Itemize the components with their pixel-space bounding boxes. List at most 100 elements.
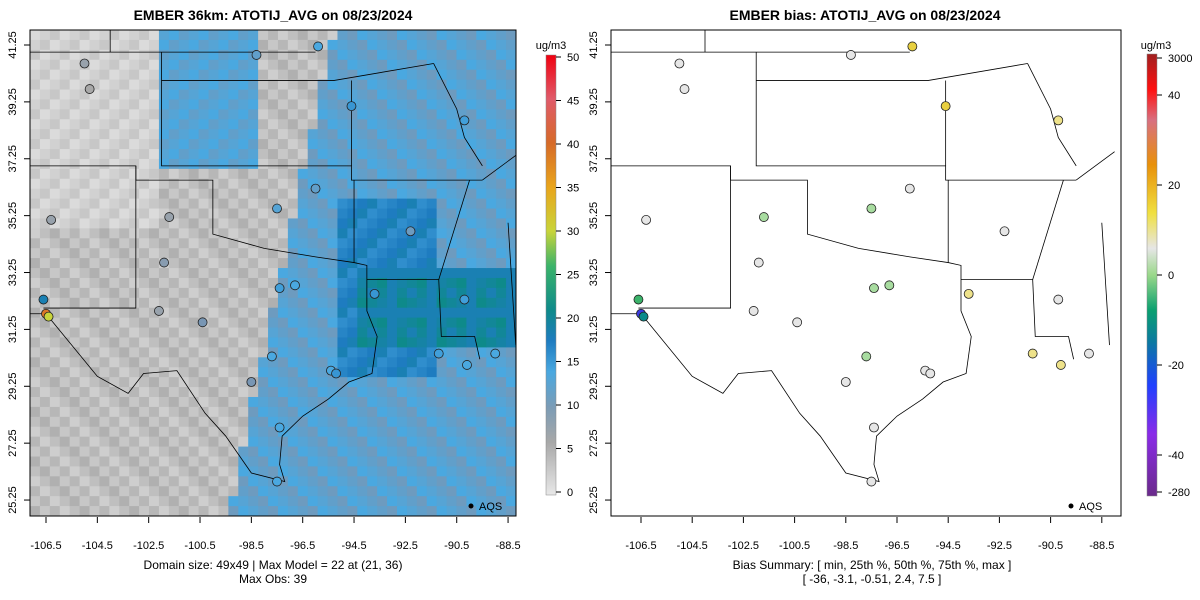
y-tick-label: 33.25 [7,259,19,287]
heatmap-cell [357,89,368,100]
heatmap-cell [377,496,388,507]
heatmap-cell [129,367,140,378]
heatmap-cell [297,277,309,289]
heatmap-cell [119,456,130,467]
heatmap-cell [119,486,130,497]
heatmap-cell [69,506,81,516]
heatmap-cell [129,456,140,467]
heatmap-cell [416,387,428,398]
heatmap-cell [387,158,398,170]
heatmap-cell [30,287,41,299]
heatmap-cell [238,168,249,180]
heatmap-cell [297,248,309,259]
heatmap-cell [149,496,160,507]
heatmap-cell [79,436,91,448]
heatmap-cell [337,287,348,299]
heatmap-cell [446,228,457,239]
heatmap-cell [387,268,398,279]
heatmap-cell [198,178,210,190]
heatmap-cell [99,506,110,516]
heatmap-cell [486,39,497,51]
heatmap-cell [79,248,91,259]
heatmap-cell [268,208,279,219]
heatmap-cell [287,387,299,398]
heatmap-cell [129,69,140,81]
y-tick-label: 35.25 [588,202,600,230]
heatmap-cell [238,466,249,477]
heatmap-cell [89,337,100,348]
heatmap-cell [377,109,388,120]
heatmap-cell [446,466,457,477]
heatmap-cell [476,317,487,329]
heatmap-cell [39,317,51,329]
heatmap-cell [367,129,378,140]
heatmap-cell [436,436,448,448]
heatmap-cell [248,426,259,438]
heatmap-cell [188,317,200,329]
heatmap-cell [406,377,418,388]
heatmap-cell [30,486,41,497]
heatmap-cell [268,198,279,210]
heatmap-cell [446,139,457,150]
heatmap-cell [248,248,259,259]
heatmap-cell [426,327,438,338]
heatmap-cell [426,377,438,388]
heatmap-cell [327,317,338,329]
heatmap-cell [347,30,358,41]
heatmap-cell [277,59,289,71]
heatmap-cell [466,297,477,309]
station-point [154,306,164,316]
heatmap-cell [287,49,299,61]
heatmap-cell [149,158,160,170]
heatmap-cell [287,218,299,229]
heatmap-cell [208,406,219,418]
heatmap-cell [337,30,348,41]
heatmap-cell [99,367,110,378]
colorbar-unit: ug/m3 [536,40,567,52]
heatmap-cell [238,99,249,110]
heatmap-cell [248,287,259,299]
heatmap-cell [69,119,81,130]
heatmap-cell [258,238,269,249]
heatmap-cell [59,69,71,81]
heatmap-cell [99,139,110,150]
heatmap-cell [49,168,61,180]
heatmap-cell [178,406,190,418]
heatmap-cell [277,119,289,130]
heatmap-cell [30,456,41,467]
heatmap-cell [396,149,408,160]
heatmap-cell [129,129,140,140]
heatmap-cell [406,49,418,61]
heatmap-cell [139,268,150,279]
heatmap-cell [119,89,130,100]
heatmap-cell [49,317,61,329]
heatmap-cell [287,347,299,358]
heatmap-cell [109,307,120,319]
heatmap-cell [426,486,438,497]
heatmap-cell [198,327,210,338]
heatmap-cell [406,347,418,358]
heatmap-cell [129,59,140,71]
heatmap-cell [149,476,160,487]
heatmap-cell [59,367,71,378]
station-point [159,257,169,268]
heatmap-cell [89,119,100,130]
heatmap-cell [89,396,100,408]
heatmap-cell [297,39,309,51]
heatmap-cell [129,387,140,398]
heatmap-cell [30,218,41,229]
heatmap-cell [168,238,180,249]
colorbar-tick-label: 45 [567,96,579,108]
heatmap-cell [287,208,299,219]
heatmap-cell [496,168,507,180]
heatmap-cell [39,446,51,457]
heatmap-cell [357,198,368,210]
heatmap-cell [476,357,487,368]
state-border [30,165,378,483]
heatmap-cell [416,69,428,81]
heatmap-cell [317,446,329,457]
heatmap-cell [287,39,299,51]
heatmap-cell [89,268,100,279]
heatmap-cell [446,268,457,279]
heatmap-cell [426,49,438,61]
